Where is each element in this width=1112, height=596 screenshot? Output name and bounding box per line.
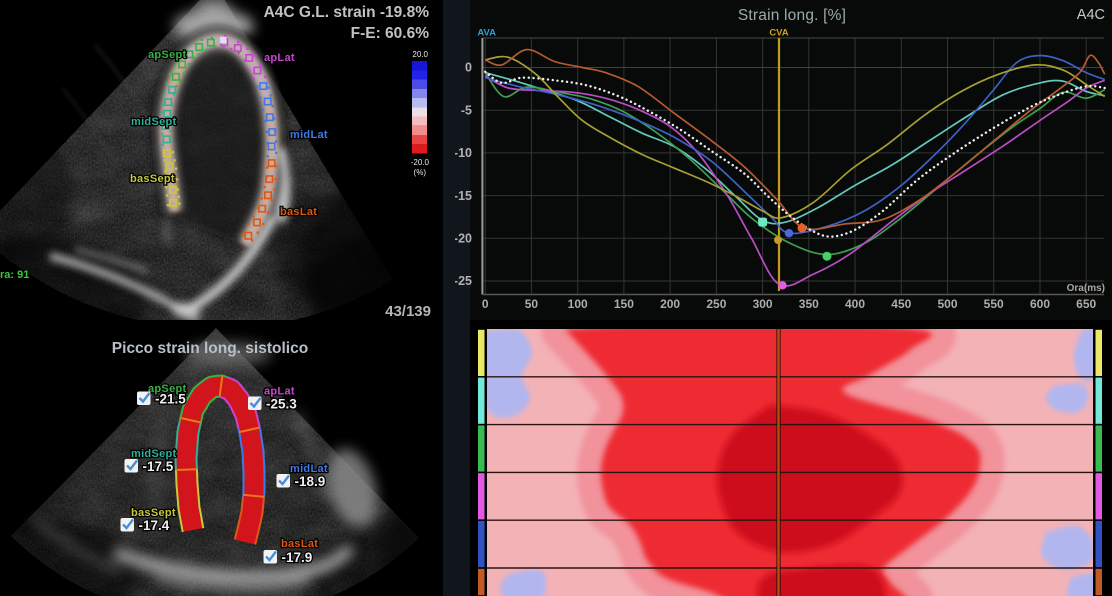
svg-text:basLat: basLat xyxy=(281,538,318,550)
svg-text:300: 300 xyxy=(753,297,773,311)
svg-text:-18.9: -18.9 xyxy=(295,474,326,489)
svg-text:250: 250 xyxy=(706,297,726,311)
svg-text:basLat: basLat xyxy=(280,206,317,218)
svg-text:-5: -5 xyxy=(461,103,472,117)
svg-text:-17.9: -17.9 xyxy=(282,550,313,565)
svg-text:ra: 91: ra: 91 xyxy=(0,269,29,281)
svg-text:midSept: midSept xyxy=(131,116,177,128)
svg-text:-10: -10 xyxy=(455,146,472,160)
svg-text:Strain long. [%]: Strain long. [%] xyxy=(738,7,846,24)
svg-text:-17.5: -17.5 xyxy=(143,459,174,474)
svg-text:apLat: apLat xyxy=(264,386,295,398)
svg-text:midLat: midLat xyxy=(290,129,328,141)
svg-text:0: 0 xyxy=(465,61,472,75)
svg-text:43/139: 43/139 xyxy=(385,303,431,320)
svg-text:CVA: CVA xyxy=(769,28,788,39)
svg-text:550: 550 xyxy=(984,297,1004,311)
svg-text:-25: -25 xyxy=(455,274,472,288)
svg-text:-21.5: -21.5 xyxy=(155,392,186,407)
svg-text:0: 0 xyxy=(482,297,489,311)
svg-text:20.0: 20.0 xyxy=(412,50,428,59)
svg-text:150: 150 xyxy=(614,297,634,311)
svg-text:Picco strain long. sistolico: Picco strain long. sistolico xyxy=(112,340,308,357)
svg-text:Ora(ms): Ora(ms) xyxy=(1067,283,1105,294)
svg-text:F-E: 60.6%: F-E: 60.6% xyxy=(351,25,430,42)
svg-text:basSept: basSept xyxy=(131,507,176,519)
svg-text:midSept: midSept xyxy=(131,448,177,460)
svg-text:-15: -15 xyxy=(455,189,472,203)
svg-text:500: 500 xyxy=(937,297,957,311)
svg-text:-20: -20 xyxy=(455,232,472,246)
svg-text:200: 200 xyxy=(660,297,680,311)
svg-text:basSept: basSept xyxy=(130,173,175,185)
svg-text:-25.3: -25.3 xyxy=(266,397,297,412)
svg-text:450: 450 xyxy=(891,297,911,311)
svg-text:-20.0: -20.0 xyxy=(411,158,430,167)
svg-text:50: 50 xyxy=(525,297,539,311)
svg-text:400: 400 xyxy=(845,297,865,311)
svg-text:A4C G.L. strain -19.8%: A4C G.L. strain -19.8% xyxy=(264,4,430,21)
svg-text:A4C: A4C xyxy=(1077,7,1105,23)
svg-text:100: 100 xyxy=(568,297,588,311)
svg-text:350: 350 xyxy=(799,297,819,311)
svg-text:apSept: apSept xyxy=(148,383,187,395)
svg-text:AVA: AVA xyxy=(477,28,496,39)
svg-text:-17.4: -17.4 xyxy=(139,518,170,533)
svg-text:apLat: apLat xyxy=(264,52,295,64)
svg-text:apSept: apSept xyxy=(148,49,187,61)
svg-text:650: 650 xyxy=(1076,297,1096,311)
svg-text:600: 600 xyxy=(1030,297,1050,311)
svg-text:midLat: midLat xyxy=(290,463,328,475)
svg-text:(%): (%) xyxy=(414,168,427,177)
